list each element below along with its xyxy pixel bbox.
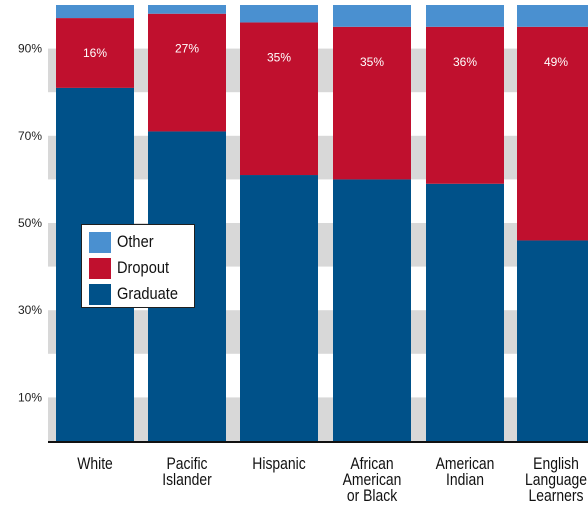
legend-label-graduate: Graduate xyxy=(117,284,178,303)
y-tick-label: 90% xyxy=(18,42,42,56)
bar-segment-other xyxy=(56,5,134,19)
data-label-dropout: 35% xyxy=(267,50,291,64)
x-tick-label: African American or Black xyxy=(343,455,402,506)
data-label-dropout: 36% xyxy=(453,55,477,69)
data-label-dropout: 49% xyxy=(544,55,568,69)
bar-segment-other xyxy=(333,5,411,27)
legend-swatch-other xyxy=(89,231,111,253)
bar-segment-other xyxy=(240,5,318,23)
bar-segment-graduate xyxy=(426,183,504,441)
bar-segment-other xyxy=(148,5,226,14)
y-tick-label: 70% xyxy=(18,129,42,143)
x-tick-label: American Indian xyxy=(436,455,495,490)
data-label-dropout: 35% xyxy=(360,55,384,69)
legend-item-other: Other xyxy=(89,229,194,255)
bar-segment-graduate xyxy=(240,175,318,442)
legend-label-dropout: Dropout xyxy=(117,258,170,277)
x-tick-label: Pacific Islander xyxy=(162,455,212,490)
bar-segment-other xyxy=(517,5,588,27)
bar-segment-other xyxy=(426,5,504,27)
bar-segment-dropout xyxy=(148,13,226,132)
bar-segment-dropout xyxy=(426,26,504,184)
x-tick-label: English Language Learners xyxy=(525,455,587,506)
y-tick-label: 10% xyxy=(18,390,42,404)
bar-segment-dropout xyxy=(517,26,588,241)
legend-item-dropout: Dropout xyxy=(89,255,194,281)
legend-swatch-dropout xyxy=(89,257,111,279)
x-tick-label: White xyxy=(77,455,113,474)
data-label-dropout: 27% xyxy=(175,42,199,56)
bar-segment-dropout xyxy=(56,18,134,88)
bar-segment-graduate xyxy=(517,240,588,441)
legend-item-graduate: Graduate xyxy=(89,281,194,307)
bar-segment-dropout xyxy=(240,22,318,176)
legend-label-other: Other xyxy=(117,232,154,251)
y-tick-label: 50% xyxy=(18,216,42,230)
x-tick-label: Hispanic xyxy=(252,455,306,474)
data-label-dropout: 16% xyxy=(83,46,107,60)
legend-swatch-graduate xyxy=(89,283,111,305)
bar-segment-dropout xyxy=(333,26,411,180)
bar-segment-graduate xyxy=(333,179,411,441)
legend: Other Dropout Graduate xyxy=(81,224,195,308)
y-tick-label: 30% xyxy=(18,303,42,317)
